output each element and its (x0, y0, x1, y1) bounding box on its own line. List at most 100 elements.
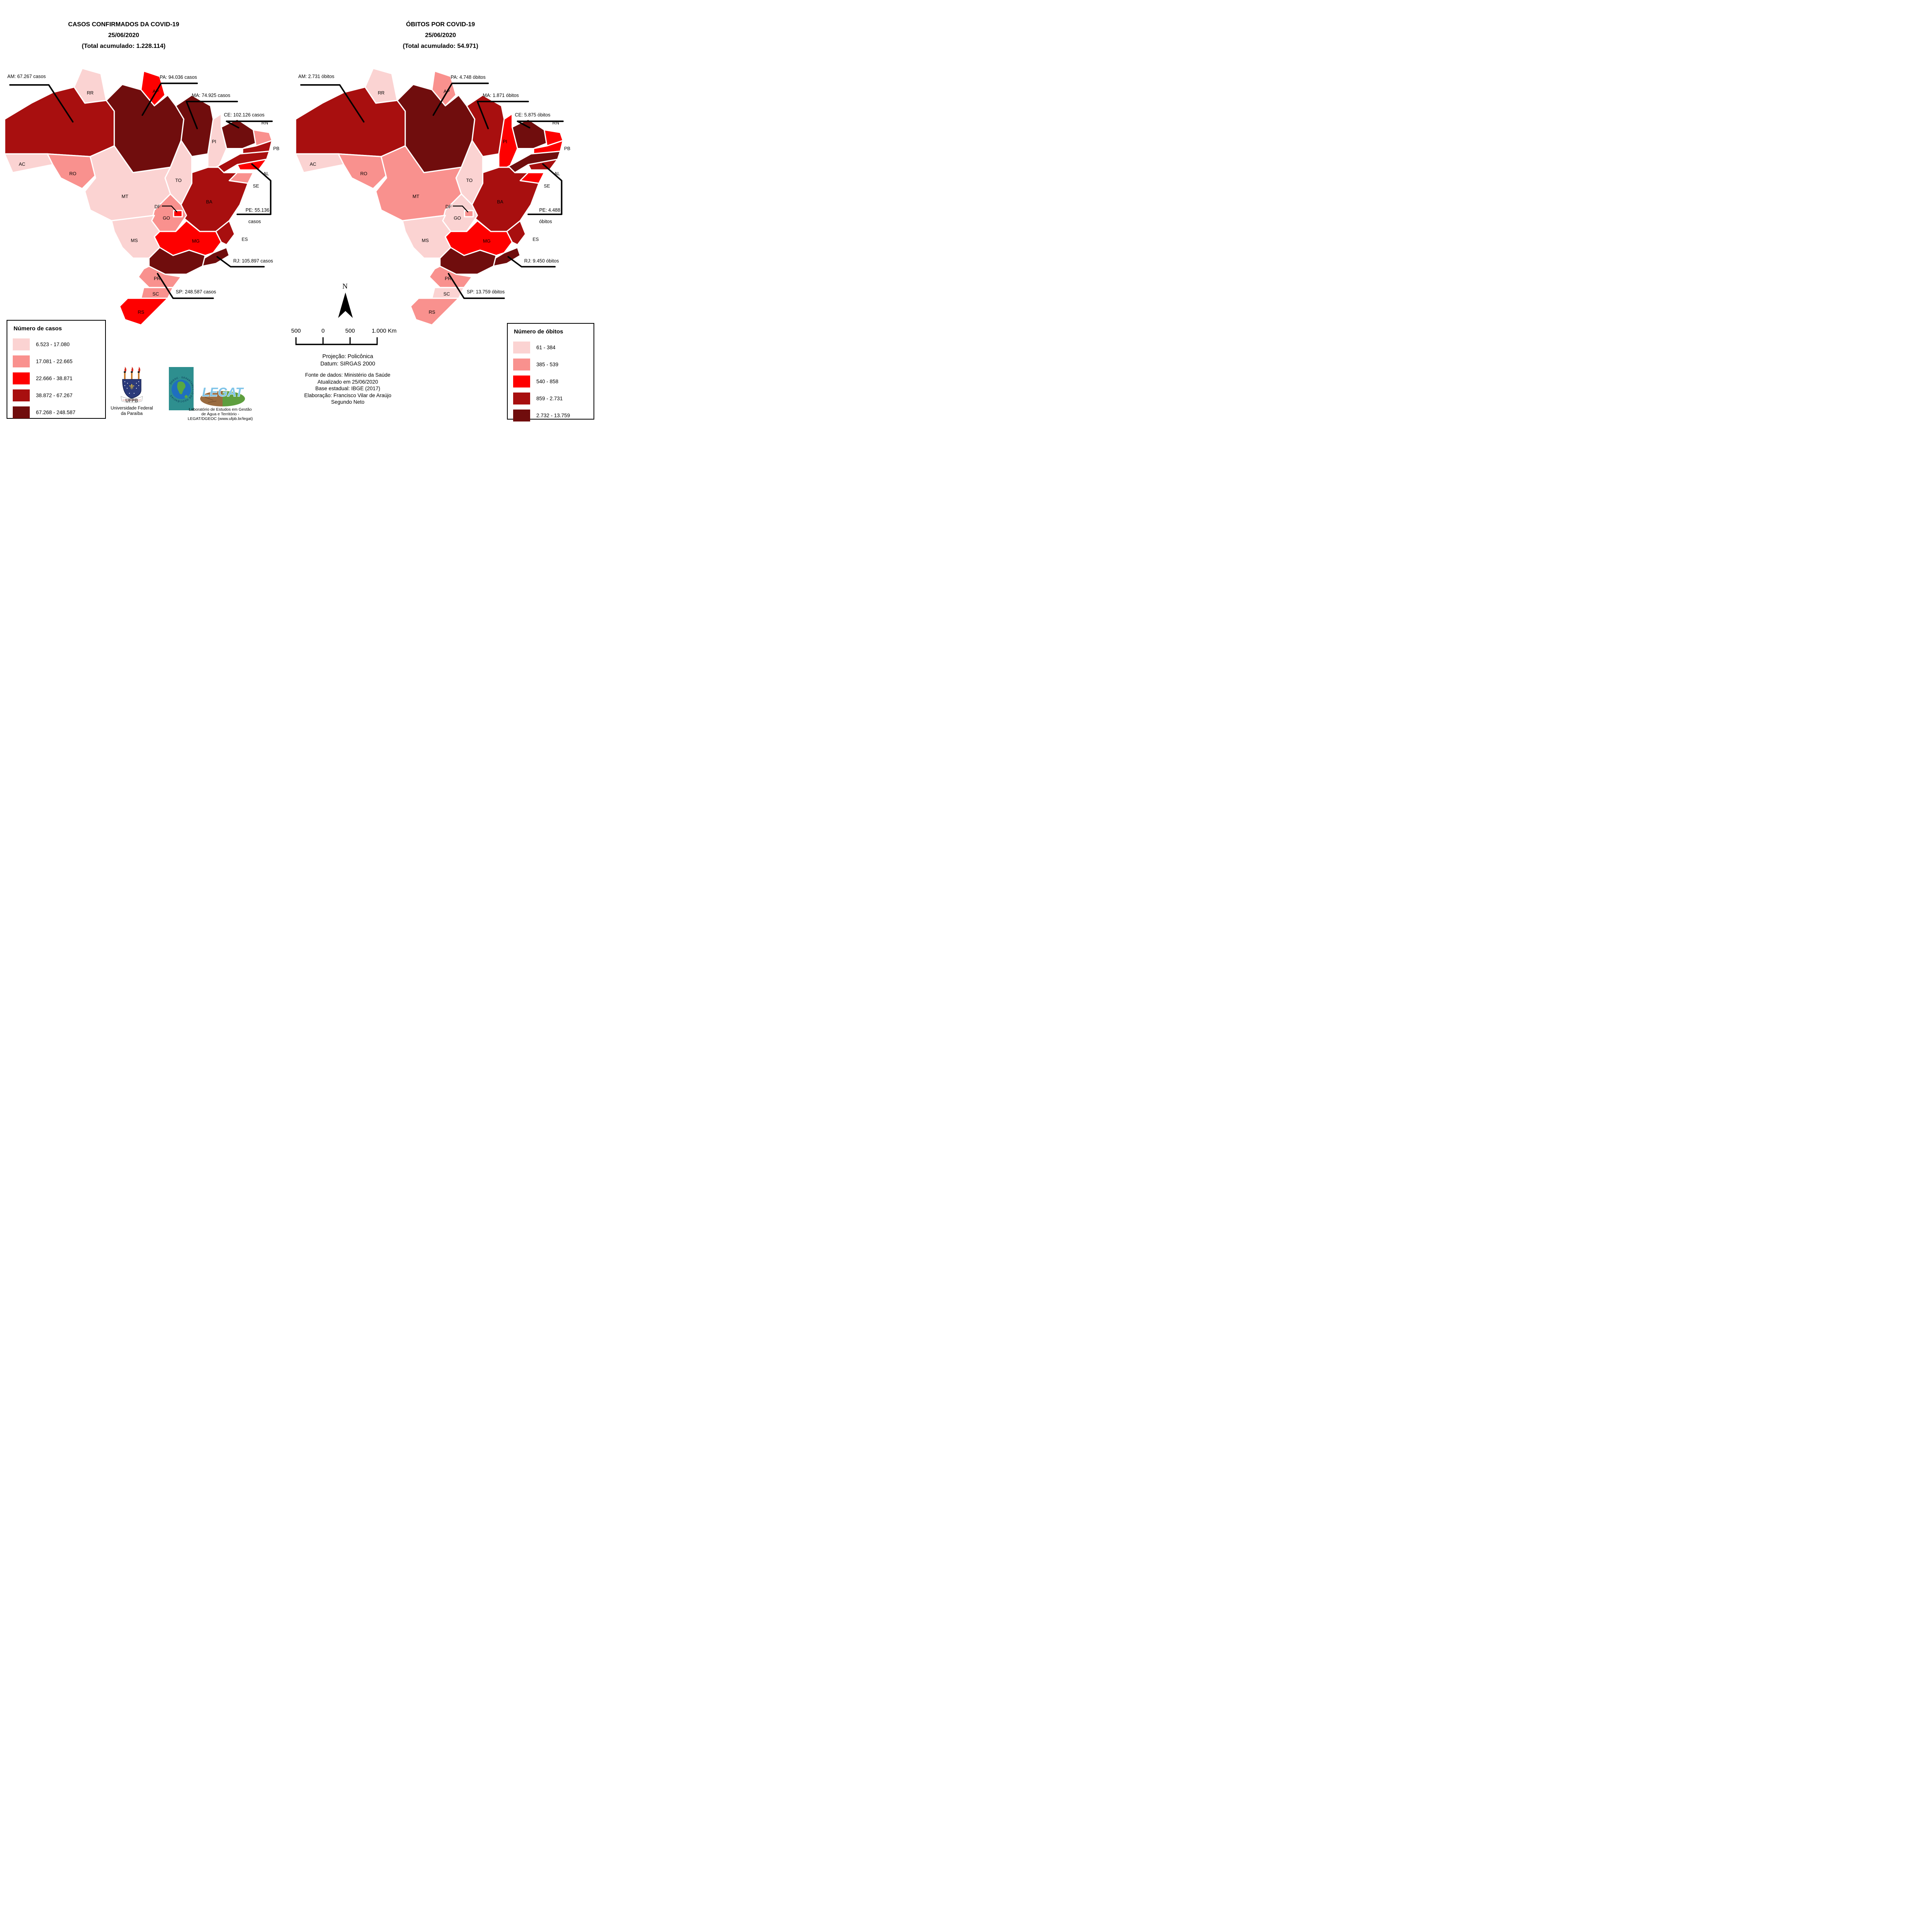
deaths-legend-label-2: 540 - 858 (536, 378, 559, 384)
scale-label-0: 500 (291, 328, 301, 334)
callout-line-PA (432, 82, 489, 116)
state-AP (140, 70, 166, 107)
cases-legend-label-1: 17.081 - 22.665 (36, 358, 73, 364)
legat-soil-cracks (204, 397, 217, 403)
cases-legend-item-0: 6.523 - 17.080 (13, 336, 100, 353)
callout-text-RJ: RJ: 105.897 casos (233, 258, 273, 263)
ufpb-acronym: UFPB (125, 398, 138, 403)
callout-text-AM: AM: 2.731 óbitos (298, 74, 334, 79)
deaths-legend-label-1: 385 - 539 (536, 361, 559, 367)
source-line2: Atualizado em 25/06/2020 (317, 379, 378, 385)
scale-label-2: 500 (345, 328, 355, 334)
cases-legend-swatch-0 (13, 338, 30, 350)
state-label-GO: GO (163, 216, 170, 221)
projection-info: Projeção: Policônica Datum: SIRGAS 2000 (298, 353, 398, 368)
state-label-RS: RS (138, 309, 144, 315)
callout-line-RJ (507, 256, 556, 268)
callout-text-PE: PE: 55.136 (245, 207, 269, 213)
legat-caption: Laboratório de Estudos em Gestão de Água… (174, 407, 267, 421)
callout-text2-PE: óbitos (539, 219, 552, 224)
left-title-line2: 25/06/2020 (108, 32, 139, 39)
right-map-title: ÓBITOS POR COVID-19 25/06/2020 (Total ac… (340, 19, 541, 52)
deaths-legend-swatch-2 (513, 375, 530, 387)
state-PB (242, 140, 273, 155)
legat-soil-icon (200, 391, 223, 406)
callout-line-AM (300, 84, 365, 123)
deaths-legend-swatch-1 (513, 358, 530, 370)
state-label-PB: PB (564, 146, 570, 151)
state-label-AC: AC (310, 161, 316, 167)
callout-text-PA: PA: 4.748 óbitos (451, 75, 485, 80)
state-RR (364, 68, 398, 104)
deaths-legend-item-3: 859 - 2.731 (513, 390, 589, 407)
state-label-TO: TO (175, 178, 182, 183)
deaths-legend-label-0: 61 - 384 (536, 344, 556, 350)
deaths-legend-item-4: 2.732 - 13.759 (513, 407, 589, 422)
deaths-legend-swatch-4 (513, 409, 530, 421)
cases-legend-label-0: 6.523 - 17.080 (36, 341, 70, 347)
state-label-TO: TO (466, 178, 473, 183)
deaths-legend-title: Número de óbitos (514, 328, 563, 335)
cases-legend-label-2: 22.666 - 38.871 (36, 375, 73, 381)
dgeoc-globe-land (177, 381, 188, 398)
state-label-DF: DF (446, 204, 452, 209)
legat-logo: LEGAT (200, 385, 245, 406)
callout-text-MA: MA: 74.925 casos (192, 93, 230, 98)
cases-legend-item-1: 17.081 - 22.665 (13, 353, 100, 370)
state-CE (511, 118, 548, 150)
left-map-title: CASOS CONFIRMADOS DA COVID-19 25/06/2020… (23, 19, 224, 52)
state-label-RO: RO (360, 171, 367, 177)
deaths-legend-rows: 61 - 384 385 - 539 540 - 858 859 - 2.731 2.7… (513, 339, 589, 422)
cases-legend: Número de casos 6.523 - 17.080 17.081 - 2… (7, 320, 106, 419)
source-line1: Fonte de dados: Ministério da Saúde (305, 372, 391, 378)
callout-text-SP: SP: 248.587 casos (176, 289, 216, 295)
cases-legend-swatch-3 (13, 389, 30, 401)
ufpb-shield-icon (122, 379, 141, 399)
deaths-choropleth-map: RR APACROMTTOPIGOMGMSPRSCRSBAESRNPBALSEDF… (295, 68, 570, 326)
state-ES (506, 220, 526, 246)
right-title-line2: 25/06/2020 (425, 32, 456, 39)
ufpb-name-line2: da Paraíba (121, 411, 143, 416)
deaths-legend-item-0: 61 - 384 (513, 339, 589, 356)
scale-label-3: 1.000 Km (372, 328, 396, 334)
legat-logo-text: LEGAT (202, 385, 244, 399)
state-label-MT: MT (122, 194, 129, 199)
scale-bar: 500 0 500 1.000 Km (291, 328, 396, 345)
cases-legend-item-3: 38.872 - 67.267 (13, 387, 100, 404)
ufpb-motto: SAPIENTIA ÆDIFICAT (122, 399, 141, 401)
state-label-PR: PR (154, 276, 160, 281)
cases-legend-swatch-4 (13, 406, 30, 418)
callout-text-PA: PA: 94.036 casos (160, 75, 197, 80)
state-PI (498, 113, 518, 168)
deaths-legend-swatch-0 (513, 341, 530, 353)
label-leader-DF (452, 206, 469, 213)
callout-line-CE (226, 121, 273, 129)
state-MS (111, 214, 160, 259)
cases-legend-swatch-1 (13, 355, 30, 367)
state-label-RR: RR (87, 90, 94, 96)
state-label-SC: SC (153, 291, 159, 297)
scale-bar-ticks (295, 337, 378, 345)
state-label-MS: MS (422, 238, 429, 243)
left-title-line1: CASOS CONFIRMADOS DA COVID-19 (68, 21, 179, 28)
callout-text-CE: CE: 5.875 óbitos (515, 112, 550, 117)
deaths-legend: Número de óbitos 61 - 384 385 - 539 540 - … (507, 323, 594, 422)
cases-legend-item-2: 22.666 - 38.871 (13, 370, 100, 387)
state-label-DF: DF (155, 204, 161, 209)
callout-line-PA (141, 82, 198, 116)
state-label-PI: PI (503, 139, 507, 144)
datum-line: Datum: SIRGAS 2000 (320, 361, 375, 367)
callout-line-CE (517, 121, 564, 129)
callout-line-SP (447, 273, 505, 299)
state-label-AC: AC (19, 161, 26, 167)
state-label-RO: RO (69, 171, 76, 177)
state-label-BA: BA (206, 199, 213, 204)
ufpb-banner-icon (121, 396, 143, 403)
projection-line: Projeção: Policônica (322, 353, 373, 360)
right-title-line3: (Total acumulado: 54.971) (403, 43, 478, 49)
cases-legend-label-3: 38.872 - 67.267 (36, 392, 73, 398)
state-label-BA: BA (497, 199, 503, 204)
state-AC (4, 153, 54, 173)
state-label-MS: MS (131, 238, 138, 243)
callout-text-RJ: RJ: 9.450 óbitos (524, 258, 559, 263)
